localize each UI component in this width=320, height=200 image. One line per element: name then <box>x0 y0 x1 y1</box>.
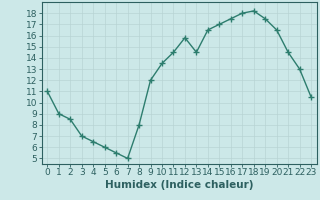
X-axis label: Humidex (Indice chaleur): Humidex (Indice chaleur) <box>105 180 253 190</box>
